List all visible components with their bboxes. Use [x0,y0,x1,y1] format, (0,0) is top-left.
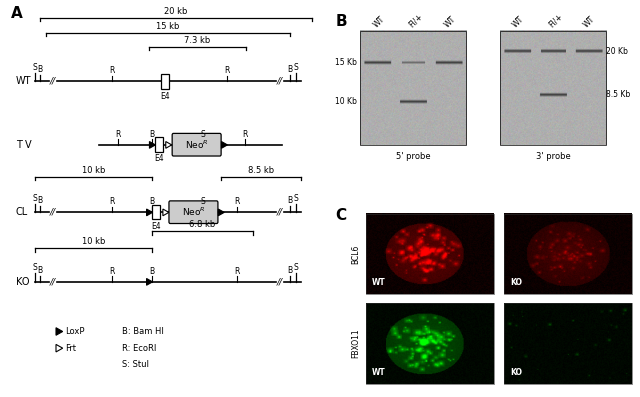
Polygon shape [166,142,172,148]
Text: R: R [109,66,115,75]
Text: B: B [149,197,155,206]
Text: B: B [287,266,292,275]
Text: B: Bam HI: B: Bam HI [122,327,163,336]
Text: E4: E4 [160,92,170,101]
Bar [366,214,494,294]
Text: R: R [242,129,248,139]
Polygon shape [218,209,224,216]
Polygon shape [221,142,227,148]
Text: R: R [109,266,115,276]
Text: 8.5 Kb: 8.5 Kb [606,91,630,99]
Text: B: B [37,65,43,74]
Text: BCL6: BCL6 [351,244,360,264]
Text: Neo$^R$: Neo$^R$ [182,206,205,218]
Bar [366,303,494,384]
Text: WT: WT [582,14,597,29]
Text: B: B [37,196,43,205]
Text: B: B [149,129,155,139]
Text: B: B [149,266,155,276]
Text: 10 kb: 10 kb [81,166,105,175]
Text: //: // [50,77,56,86]
Bar [504,214,632,294]
Text: //: // [277,278,283,286]
Text: A: A [11,6,23,21]
Text: 7.3 kb: 7.3 kb [184,36,211,45]
Text: S: S [201,197,205,206]
Text: S: S [32,63,37,72]
Text: R: R [109,197,115,206]
Text: CL: CL [16,207,28,218]
Bar [500,31,606,145]
Polygon shape [147,279,152,285]
Text: //: // [50,208,56,217]
Text: KO: KO [510,368,522,377]
Text: T V: T V [16,140,31,150]
Text: LoxP: LoxP [66,327,85,336]
Text: //: // [277,208,283,217]
Text: S: S [32,263,37,272]
Text: 20 Kb: 20 Kb [606,47,628,56]
Text: S: S [294,63,298,72]
Text: B: B [37,266,43,275]
FancyBboxPatch shape [172,133,221,156]
Text: WT: WT [511,14,526,29]
Text: FBXO11: FBXO11 [351,329,360,358]
Text: R: R [234,197,239,206]
Text: S: S [201,129,205,139]
Bar [161,74,169,89]
Bar [504,303,632,384]
Text: Fl/+: Fl/+ [547,12,564,29]
Text: R: R [116,129,121,139]
Text: 10 Kb: 10 Kb [335,97,357,106]
Text: 15 Kb: 15 Kb [335,58,357,67]
Bar [155,137,163,152]
FancyBboxPatch shape [169,201,218,224]
Text: 15 kb: 15 kb [156,21,180,31]
Text: E4: E4 [154,154,164,164]
Text: 5' probe: 5' probe [396,152,431,161]
Text: //: // [277,77,283,86]
Text: B: B [336,13,348,29]
Text: C: C [336,208,347,223]
Polygon shape [56,344,63,352]
Text: WT: WT [371,14,387,29]
Text: WT: WT [372,368,385,377]
Bar [360,31,467,145]
Text: WT: WT [372,278,385,287]
Polygon shape [150,142,156,148]
Text: 10 kb: 10 kb [81,237,105,246]
Text: S: S [32,194,37,203]
Text: R: R [225,66,230,75]
Polygon shape [163,209,169,216]
Text: Fl/+: Fl/+ [407,12,424,29]
Text: B: B [287,65,292,74]
Text: Frt: Frt [66,344,77,353]
Text: WT: WT [442,14,457,29]
Text: //: // [50,278,56,286]
Text: WT: WT [16,76,31,87]
Text: KO: KO [510,278,522,287]
Text: S: S [294,263,298,272]
Text: E4: E4 [151,222,161,231]
Text: 3' probe: 3' probe [536,152,570,161]
Bar [152,205,160,219]
Polygon shape [147,209,152,216]
Polygon shape [56,328,63,335]
Text: B: B [287,196,292,205]
Text: 20 kb: 20 kb [164,7,188,16]
Text: 6.8 kb: 6.8 kb [189,220,216,229]
Text: 8.5 kb: 8.5 kb [248,166,274,175]
Text: S: S [294,194,298,203]
Text: Neo$^R$: Neo$^R$ [185,138,209,151]
Text: R: R [234,266,239,276]
Text: R: EcoRI: R: EcoRI [122,344,156,353]
Text: KO: KO [16,277,29,287]
Text: S: StuI: S: StuI [122,360,148,369]
